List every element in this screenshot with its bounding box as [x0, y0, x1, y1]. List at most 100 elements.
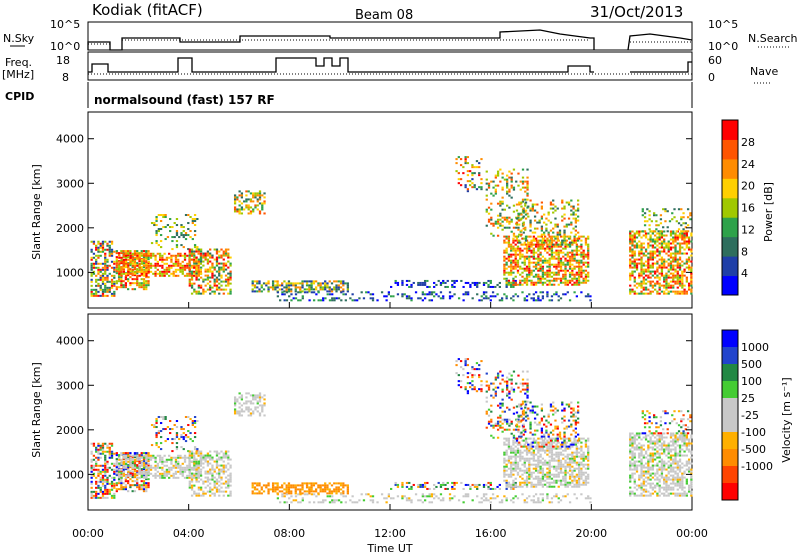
- power-cell: [136, 258, 139, 261]
- velocity-cell: [263, 404, 266, 407]
- power-cell: [516, 261, 520, 264]
- velocity-cell: [110, 454, 114, 457]
- velocity-cell: [485, 390, 488, 393]
- power-cell: [195, 272, 198, 275]
- velocity-cell: [180, 434, 183, 437]
- velocity-cell: [453, 483, 456, 486]
- power-cell: [537, 295, 540, 298]
- power-cell: [251, 290, 254, 293]
- velocity-cell: [97, 496, 100, 499]
- velocity-cell: [510, 378, 513, 381]
- power-cell: [555, 293, 558, 296]
- velocity-cell: [423, 499, 427, 502]
- power-cell: [252, 194, 255, 197]
- power-cell: [651, 286, 654, 289]
- power-cell: [122, 270, 125, 273]
- velocity-cell: [464, 362, 467, 365]
- velocity-cell: [149, 456, 153, 459]
- power-cell: [652, 212, 656, 215]
- velocity-cell: [218, 452, 221, 455]
- velocity-cell: [90, 492, 93, 495]
- power-cell: [209, 270, 212, 273]
- power-cell: [642, 286, 645, 289]
- velocity-cell: [564, 495, 567, 498]
- power-cell: [554, 223, 557, 226]
- velocity-cell: [512, 370, 516, 373]
- power-cell: [106, 266, 109, 269]
- power-cell: [252, 200, 255, 203]
- velocity-cell: [184, 436, 188, 439]
- power-cell: [177, 258, 180, 261]
- velocity-cell: [152, 456, 155, 459]
- power-cell: [168, 268, 171, 271]
- power-cell: [469, 170, 472, 173]
- power-cell: [525, 273, 529, 276]
- power-cell: [258, 202, 262, 205]
- power-cell: [457, 178, 460, 181]
- power-cell: [568, 251, 572, 254]
- power-cell: [568, 255, 572, 258]
- power-cell: [640, 236, 643, 239]
- velocity-cell: [120, 458, 123, 461]
- power-cell: [674, 256, 677, 259]
- velocity-cell: [199, 456, 203, 459]
- power-cell: [559, 257, 563, 260]
- power-cell: [510, 176, 513, 179]
- power-cell: [157, 228, 160, 231]
- velocity-cell: [523, 501, 526, 504]
- power-cell: [154, 264, 157, 267]
- power-cell: [640, 250, 643, 253]
- power-cell: [188, 280, 191, 283]
- velocity-cell: [129, 458, 132, 461]
- power-cell: [647, 270, 650, 273]
- power-cell: [669, 286, 673, 289]
- velocity-cell: [165, 460, 169, 463]
- power-cell: [676, 242, 679, 245]
- power-cell: [633, 232, 636, 235]
- power-cell: [660, 258, 664, 261]
- velocity-cell: [181, 462, 184, 465]
- velocity-cell: [136, 474, 139, 477]
- power-cell: [555, 253, 558, 256]
- velocity-cell: [260, 486, 263, 489]
- power-cell: [209, 256, 212, 259]
- power-cell: [564, 257, 567, 260]
- velocity-cell: [299, 501, 302, 504]
- velocity-cell: [487, 481, 490, 484]
- power-cell: [676, 292, 679, 295]
- velocity-cell: [442, 499, 445, 502]
- power-cell: [525, 267, 529, 270]
- power-cell: [550, 275, 554, 278]
- power-cell: [690, 282, 693, 285]
- velocity-cell: [342, 484, 345, 487]
- velocity-cell: [136, 472, 139, 475]
- velocity-cell: [218, 458, 221, 461]
- power-cell: [118, 268, 121, 271]
- power-cell: [206, 282, 210, 285]
- power-cell: [563, 217, 566, 220]
- power-cell: [520, 243, 523, 246]
- power-cell: [575, 253, 578, 256]
- velocity-cell: [510, 485, 513, 488]
- power-cell: [544, 277, 547, 280]
- power-cell: [530, 251, 533, 254]
- power-cell: [584, 281, 588, 284]
- velocity-cell: [430, 501, 434, 504]
- power-cell: [525, 269, 529, 272]
- power-cell: [451, 279, 454, 282]
- power-cell: [213, 282, 216, 285]
- power-cell: [642, 280, 645, 283]
- power-cell: [161, 272, 164, 275]
- power-cell: [555, 251, 558, 254]
- power-cell: [158, 264, 162, 267]
- velocity-cell: [494, 392, 497, 395]
- velocity-cell: [229, 484, 232, 487]
- power-cell: [90, 274, 93, 277]
- power-cell: [265, 282, 268, 285]
- velocity-cell: [131, 464, 135, 467]
- power-cell: [635, 230, 639, 233]
- power-cell: [297, 299, 300, 302]
- power-cell: [496, 174, 500, 177]
- velocity-cell: [267, 490, 270, 493]
- power-cell: [113, 260, 116, 263]
